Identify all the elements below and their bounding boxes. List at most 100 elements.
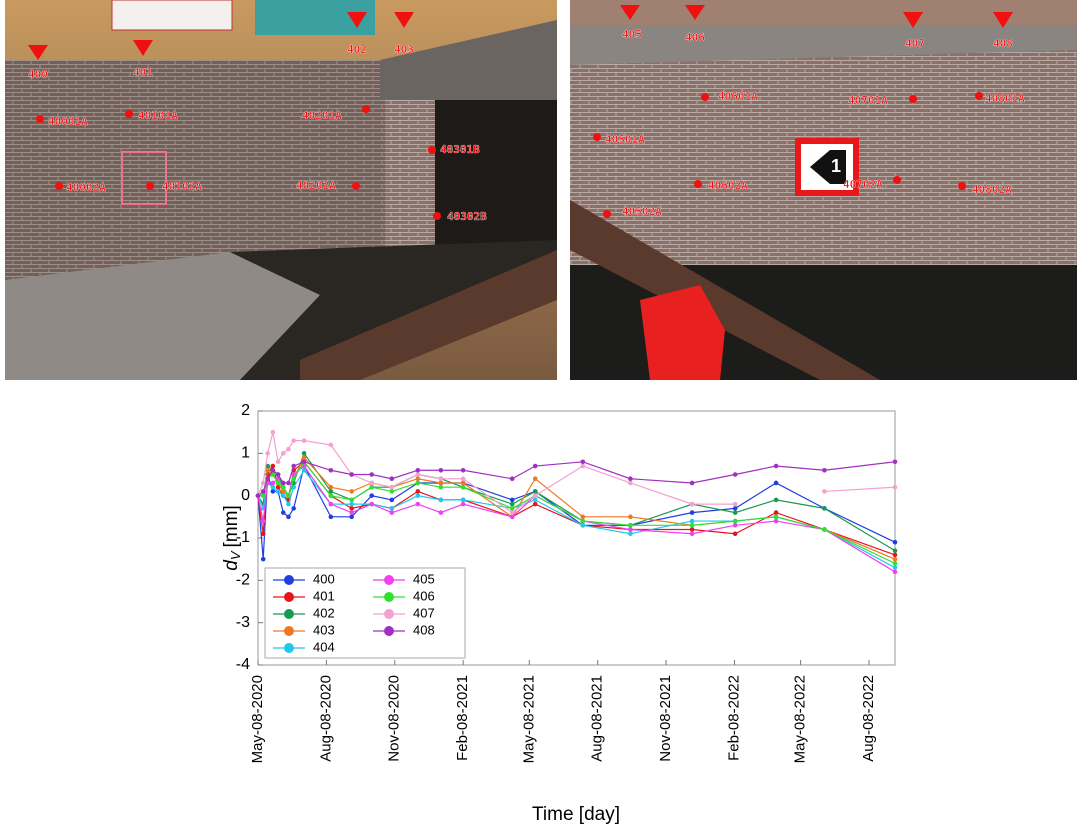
data-point <box>892 569 898 575</box>
data-point <box>270 489 276 494</box>
data-point <box>270 429 276 435</box>
data-point <box>732 510 738 515</box>
data-point <box>509 497 515 503</box>
x-tick-label: Aug-08-2021 <box>589 675 606 762</box>
data-point <box>773 497 779 503</box>
data-point <box>328 467 334 473</box>
data-point <box>689 480 695 486</box>
y-tick-label: -4 <box>236 656 250 673</box>
data-point <box>689 527 695 532</box>
data-point <box>349 506 354 511</box>
data-point <box>689 518 695 524</box>
y-tick-label: 0 <box>241 487 250 504</box>
data-point <box>892 484 898 490</box>
point-label: 40101A <box>138 109 178 122</box>
data-point <box>301 438 307 443</box>
data-point <box>260 489 266 494</box>
data-point <box>892 552 898 558</box>
data-point <box>732 518 738 524</box>
data-point <box>415 489 421 494</box>
data-point <box>460 480 466 486</box>
data-point <box>580 463 586 469</box>
point-label: 40102A <box>162 180 202 193</box>
legend: 400 401 402 403 404 405 406 407 408 <box>264 567 466 659</box>
legend-marker <box>284 643 294 653</box>
data-point <box>291 463 296 469</box>
data-point <box>822 467 827 473</box>
data-point <box>532 501 538 507</box>
data-point <box>460 484 466 490</box>
data-point <box>892 565 898 570</box>
legend-label: 400 <box>313 571 335 586</box>
chart: dV [mm] Time [day] 2 1 0 -1 -2 -3 -4 May-08-2020… <box>221 402 898 825</box>
data-point <box>349 514 354 520</box>
data-point <box>349 472 354 477</box>
x-tick-label: Nov-08-2021 <box>657 675 674 762</box>
data-point <box>773 514 779 520</box>
y-tick-label: 2 <box>241 402 250 419</box>
data-point <box>532 497 538 503</box>
data-point <box>280 493 286 498</box>
data-point <box>369 501 375 507</box>
data-point <box>369 472 375 477</box>
point-label: 40201A <box>302 109 342 122</box>
data-point <box>532 476 538 482</box>
y-tick-label: -2 <box>236 572 250 589</box>
data-point <box>291 472 296 477</box>
data-point <box>275 480 281 486</box>
legend-marker <box>284 592 294 602</box>
data-point <box>286 480 291 486</box>
pillar-label: 407 <box>905 37 925 50</box>
point-label: 40302B <box>447 210 487 223</box>
data-point <box>532 493 538 498</box>
data-point <box>580 514 586 520</box>
point-label: 40502A <box>622 205 662 218</box>
data-point <box>275 459 281 465</box>
data-point <box>438 467 444 473</box>
x-tick-label: May-08-2021 <box>520 675 537 763</box>
legend-label: 407 <box>413 605 435 620</box>
series-line <box>257 432 896 514</box>
data-point <box>328 442 334 448</box>
data-point <box>286 514 291 520</box>
data-point <box>628 523 633 528</box>
data-point <box>822 527 827 532</box>
data-point <box>369 493 375 498</box>
data-point <box>389 510 395 515</box>
data-point <box>301 455 307 460</box>
data-point <box>689 523 695 528</box>
data-point <box>301 451 307 456</box>
legend-label: 405 <box>413 571 435 586</box>
data-point <box>389 506 395 511</box>
x-tick-label: Aug-08-2020 <box>317 675 334 762</box>
x-tick-label: Nov-08-2020 <box>386 675 403 762</box>
data-point <box>892 459 898 465</box>
data-point <box>822 506 827 511</box>
data-point <box>892 561 898 566</box>
data-point <box>328 514 334 520</box>
pillar-label: 406 <box>685 31 705 44</box>
legend-marker <box>384 592 394 602</box>
data-point <box>286 446 291 452</box>
legend-marker <box>284 626 294 636</box>
data-point <box>628 531 633 537</box>
data-point <box>460 467 466 473</box>
point-label: 40701A <box>848 94 888 107</box>
data-point <box>773 518 779 524</box>
data-point <box>270 484 276 490</box>
x-tick-label: May-08-2020 <box>249 675 266 763</box>
data-point <box>280 489 286 494</box>
data-point <box>280 484 286 490</box>
data-point <box>892 539 898 545</box>
x-axis-label: Time [day] <box>532 804 620 825</box>
y-axis-label: dV [mm] <box>221 505 243 570</box>
data-point <box>349 489 354 494</box>
point-label: 40501A <box>605 133 645 146</box>
legend-marker <box>384 626 394 636</box>
data-point <box>415 476 421 482</box>
y-tick-label: -3 <box>236 614 250 631</box>
data-point <box>509 506 515 511</box>
legend-label: 404 <box>313 639 335 654</box>
legend-label: 408 <box>413 622 435 637</box>
